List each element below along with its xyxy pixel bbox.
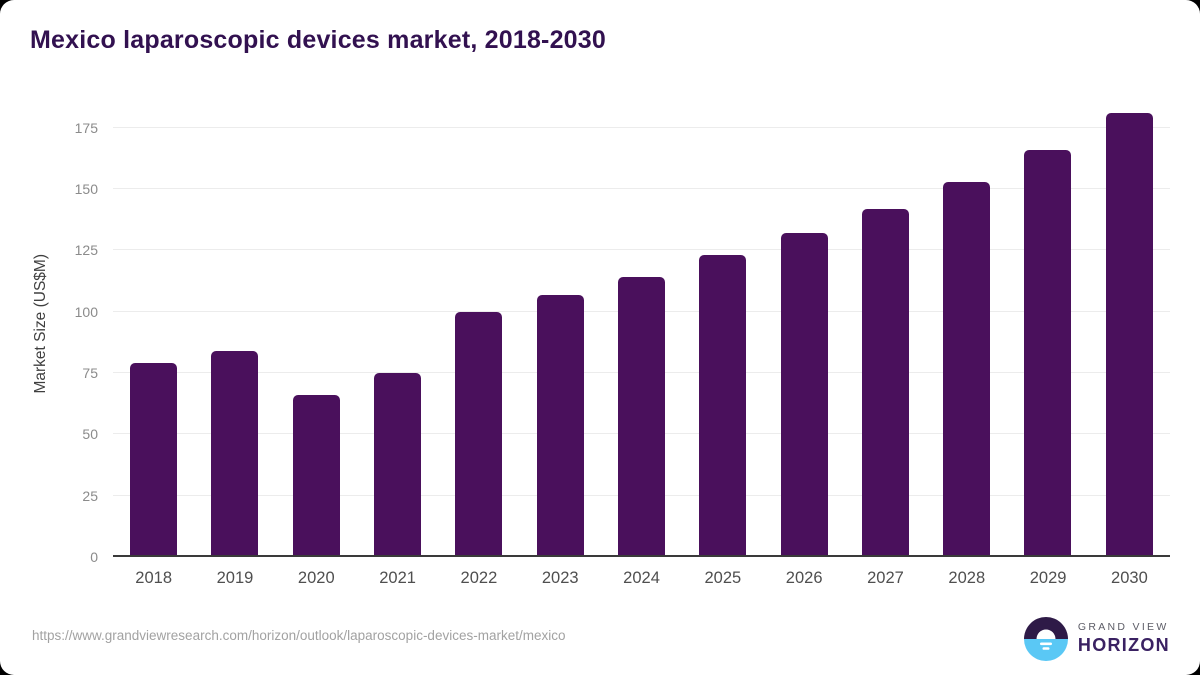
y-tick-label-125: 125 [74, 242, 98, 259]
x-tick-label-2018: 2018 [135, 569, 173, 587]
bar-2019 [211, 350, 259, 557]
x-axis-labels: 2018 2019 2020 2021 2022 2023 2024 2025 2026 2027… [113, 569, 1170, 588]
x-tick-label-2019: 2019 [216, 569, 254, 587]
y-tick-label-100: 100 [74, 303, 98, 320]
bar-2020 [292, 395, 340, 557]
x-tick-label-2027: 2027 [867, 569, 904, 587]
bar-2022 [455, 311, 503, 557]
gridline-175 [113, 126, 1170, 128]
y-tick-label-175: 175 [74, 119, 98, 136]
y-tick-label-50: 50 [82, 426, 98, 443]
x-tick-label-2023: 2023 [541, 569, 579, 587]
grand-view-horizon-logo: GRAND VIEW HORIZON [1023, 617, 1170, 661]
x-tick-label-2021: 2021 [379, 569, 416, 587]
bar-2023 [536, 294, 584, 557]
sunrise-horizon-icon [1023, 617, 1068, 661]
bar-2028 [943, 181, 991, 557]
bar-2025 [699, 255, 747, 557]
bar-2027 [861, 208, 909, 557]
gridline-150 [113, 188, 1170, 190]
y-axis-ticks: 0 25 50 75 100 125 150 175 [0, 91, 98, 565]
x-tick-label-2025: 2025 [704, 569, 742, 587]
x-tick-label-2030: 2030 [1111, 569, 1148, 587]
source-url: https://www.grandviewresearch.com/horizo… [32, 628, 566, 643]
bar-2018 [130, 363, 178, 557]
y-tick-label-150: 150 [74, 181, 98, 198]
gridline-125 [113, 249, 1170, 251]
bar-2029 [1024, 149, 1072, 557]
y-tick-label-0: 0 [90, 549, 98, 565]
y-tick-label-75: 75 [82, 365, 98, 382]
logo-text-top: GRAND VIEW [1077, 621, 1169, 634]
logo-text-bottom: HORIZON [1077, 635, 1170, 656]
bars [113, 91, 1170, 557]
x-tick-label-2028: 2028 [948, 569, 986, 587]
x-tick-label-2020: 2020 [297, 569, 335, 587]
plot-area [113, 91, 1170, 557]
bar-2026 [780, 233, 828, 557]
x-tick-label-2024: 2024 [623, 569, 660, 587]
bar-2024 [617, 277, 665, 557]
bar-2021 [374, 373, 422, 557]
y-tick-label-25: 25 [82, 487, 98, 504]
logo-text: GRAND VIEW HORIZON [1078, 621, 1170, 657]
x-axis-line [113, 555, 1170, 557]
bar-2030 [1105, 113, 1153, 557]
chart-title: Mexico laparoscopic devices market, 2018… [30, 26, 606, 54]
x-tick-label-2029: 2029 [1029, 569, 1067, 587]
x-tick-label-2022: 2022 [460, 569, 498, 587]
x-tick-label-2026: 2026 [785, 569, 823, 587]
